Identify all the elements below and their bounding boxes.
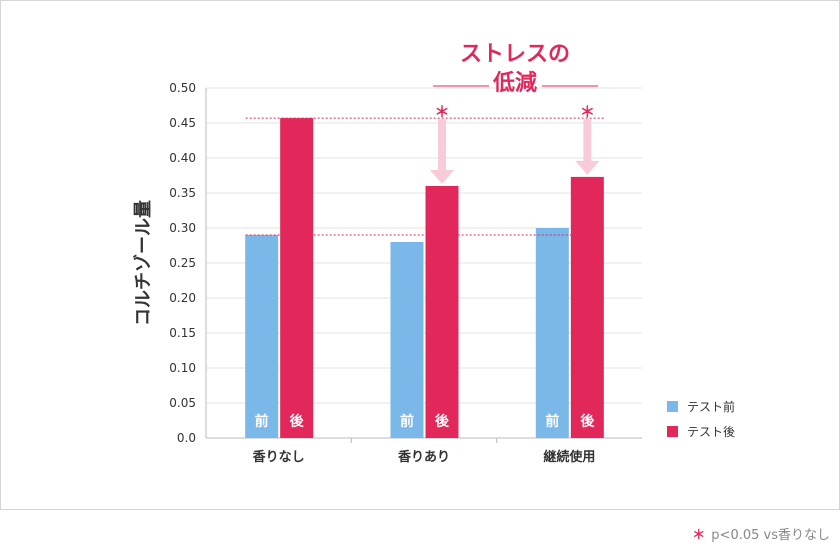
y-tick-label: 0.20 <box>169 291 196 305</box>
y-tick-label: 0.35 <box>169 186 196 200</box>
x-category-label: 香りなし <box>252 449 305 465</box>
bar-before <box>390 242 424 438</box>
bar-before <box>245 235 279 438</box>
x-category-label: 香りあり <box>397 449 450 465</box>
chart-panel: 0.0 0.05 0.10 0.15 0.20 0.25 0.30 0.35 0.40 0.45 0… <box>0 0 840 510</box>
annotation-line1: ストレスの <box>460 42 570 67</box>
bar-after <box>570 176 604 438</box>
annotation-line2: 低減 <box>492 71 537 96</box>
bar-label-after: 後 <box>435 413 450 430</box>
bar-layer: 前後前後前後 <box>245 118 604 438</box>
y-tick-label: 0.15 <box>169 326 196 340</box>
legend-swatch <box>667 426 678 437</box>
y-tick-label: 0.10 <box>169 361 196 375</box>
x-category-label: 継続使用 <box>543 449 595 465</box>
reduction-arrow <box>575 119 600 175</box>
bar-label-after: 後 <box>580 413 595 430</box>
bar-label-before: 前 <box>400 413 414 430</box>
footnote: ＊ p<0.05 vs香りなし <box>692 524 830 543</box>
bar-after <box>425 186 459 438</box>
bar-label-before: 前 <box>255 413 269 430</box>
legend-label: テスト後 <box>687 425 735 439</box>
y-tick-label: 0.05 <box>169 396 196 410</box>
footnote-text: p<0.05 vs香りなし <box>711 528 830 543</box>
y-tick-label: 0.25 <box>169 256 196 270</box>
y-tick-label: 0.45 <box>169 116 196 130</box>
footnote-marker: ＊ <box>692 528 706 543</box>
bar-label-after: 後 <box>290 413 305 430</box>
y-tick-label: 0.0 <box>177 431 196 445</box>
bar-label-before: 前 <box>545 413 559 430</box>
bar-before <box>535 228 569 438</box>
significance-marker: ＊ <box>434 103 449 121</box>
y-tick-label: 0.30 <box>169 221 196 235</box>
axis-layer: 0.0 0.05 0.10 0.15 0.20 0.25 0.30 0.35 0.40 0.45 0… <box>132 81 642 465</box>
legend-swatch <box>667 401 678 412</box>
y-tick-label: 0.40 <box>169 151 196 165</box>
significance-marker: ＊ <box>580 103 595 121</box>
legend-label: テスト前 <box>687 399 735 414</box>
y-tick-label: 0.50 <box>169 81 196 95</box>
y-axis-label: コルチゾール量 <box>132 200 154 326</box>
reduction-arrow <box>430 119 454 184</box>
bar-after <box>280 118 314 438</box>
